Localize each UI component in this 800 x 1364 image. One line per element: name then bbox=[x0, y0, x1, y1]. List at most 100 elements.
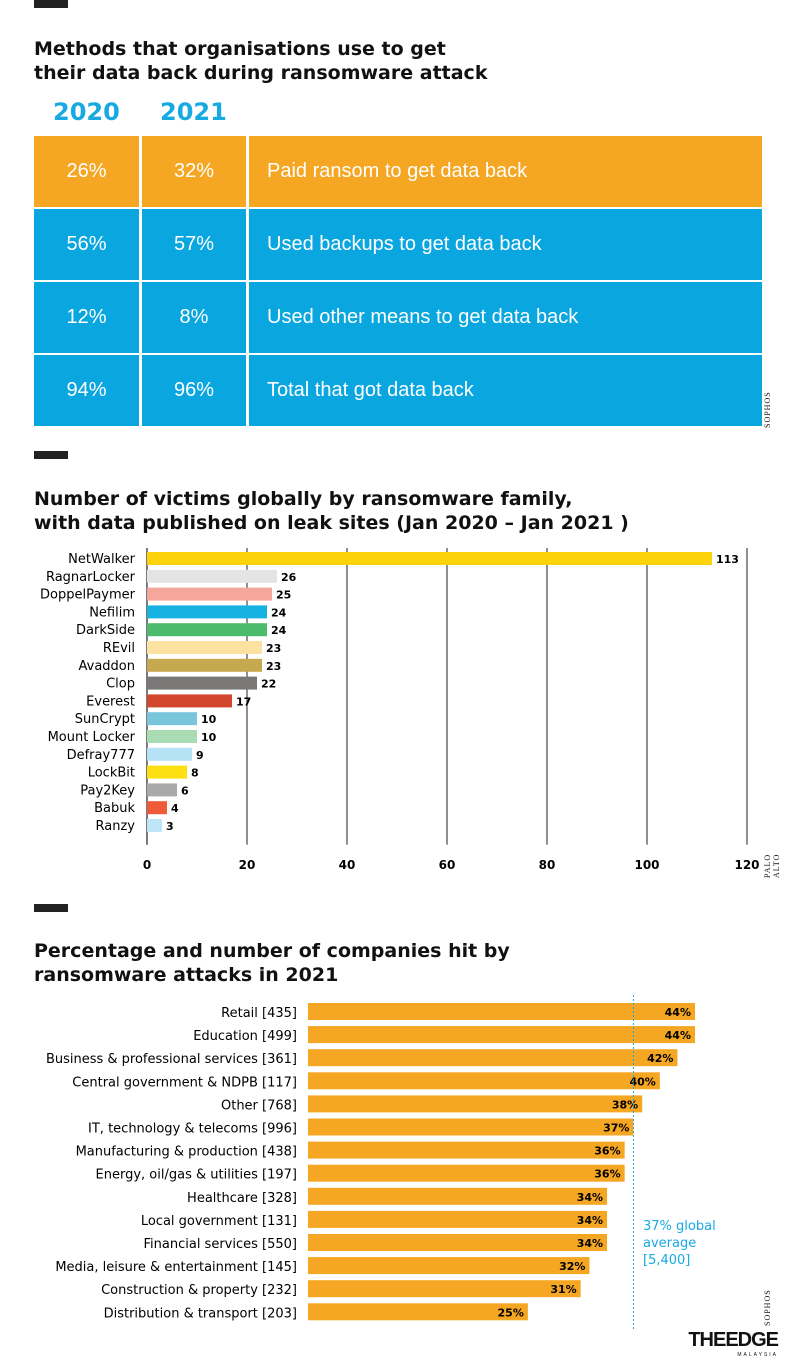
value-label: 25 bbox=[276, 589, 291, 602]
category-label: Babuk bbox=[94, 801, 135, 816]
category-label: Ranzy bbox=[96, 819, 136, 834]
title-line: Percentage and number of companies hit b… bbox=[34, 940, 510, 962]
avg-line: 37% global bbox=[643, 1219, 716, 1234]
bar bbox=[147, 747, 192, 761]
avg-line: average bbox=[643, 1236, 697, 1251]
value-label: 24 bbox=[271, 606, 287, 619]
category-label: REvil bbox=[103, 641, 135, 656]
category-label: RagnarLocker bbox=[46, 570, 136, 585]
value-label: 40% bbox=[629, 1075, 655, 1088]
value-label: 17 bbox=[236, 695, 251, 708]
category-label: Financial services [550] bbox=[144, 1237, 298, 1252]
title-line: Number of victims globally by ransomware… bbox=[34, 488, 573, 510]
bar bbox=[147, 552, 712, 565]
value-label: 4 bbox=[171, 802, 179, 815]
category-label: SunCrypt bbox=[75, 712, 135, 727]
ransomware-family-chart: 0 20 40 60 80 100 120 NetWalker 113 RagnarLocker 2… bbox=[40, 548, 760, 872]
value-label: 36% bbox=[594, 1145, 620, 1158]
value-2021: 96% bbox=[142, 355, 246, 426]
category-label: Distribution & transport [203] bbox=[104, 1306, 297, 1321]
title-line: ransomware attacks in 2021 bbox=[34, 964, 339, 986]
bar bbox=[308, 1210, 608, 1228]
category-label: Other [768] bbox=[221, 1098, 297, 1113]
value-label: 44% bbox=[665, 1029, 691, 1042]
the-edge-logo: THEEDGE MALAYSIA bbox=[688, 1329, 779, 1358]
value-label: 22 bbox=[261, 678, 276, 691]
value-label: 42% bbox=[647, 1052, 673, 1065]
value-2021: 57% bbox=[142, 209, 246, 280]
category-label: Construction & property [232] bbox=[101, 1283, 297, 1298]
method-label: Used backups to get data back bbox=[249, 209, 762, 280]
year-2021-header: 2021 bbox=[160, 98, 227, 126]
bar bbox=[308, 1141, 625, 1159]
bar bbox=[147, 569, 277, 583]
value-label: 31% bbox=[550, 1283, 576, 1296]
title-line: with data published on leak sites (Jan 2… bbox=[34, 512, 629, 534]
bar bbox=[308, 1303, 528, 1321]
value-2021: 32% bbox=[142, 136, 246, 207]
bar bbox=[147, 658, 262, 672]
value-label: 23 bbox=[266, 660, 281, 673]
bar bbox=[147, 623, 267, 637]
category-label: Energy, oil/gas & utilities [197] bbox=[96, 1168, 297, 1183]
value-2020: 26% bbox=[34, 136, 139, 207]
value-label: 26 bbox=[281, 571, 297, 584]
bar bbox=[147, 676, 257, 690]
bar bbox=[308, 1049, 678, 1067]
bar bbox=[147, 783, 177, 797]
value-label: 10 bbox=[201, 731, 217, 744]
category-label: Media, leisure & entertainment [145] bbox=[55, 1260, 297, 1275]
section-marker bbox=[34, 451, 68, 459]
value-2021: 8% bbox=[142, 282, 246, 353]
bar bbox=[147, 765, 187, 779]
section1-title: Methods that organisations use to get th… bbox=[34, 37, 487, 85]
category-label: Retail [435] bbox=[221, 1006, 297, 1021]
source-label: PALO ALTO bbox=[763, 853, 781, 878]
bar bbox=[308, 1026, 695, 1044]
value-label: 37% bbox=[603, 1122, 629, 1135]
section3-title: Percentage and number of companies hit b… bbox=[34, 939, 510, 987]
x-tick-label: 100 bbox=[634, 858, 659, 872]
method-label: Paid ransom to get data back bbox=[249, 136, 762, 207]
category-label: Nefilim bbox=[89, 605, 135, 620]
value-label: 34% bbox=[577, 1237, 603, 1250]
x-tick-label: 120 bbox=[734, 858, 759, 872]
sector-percentage-chart: Retail [435] 44% Education [499] 44% Busines… bbox=[46, 995, 695, 1330]
value-label: 44% bbox=[665, 1006, 691, 1019]
category-label: Central government & NDPB [117] bbox=[72, 1075, 297, 1090]
bar bbox=[308, 1118, 634, 1136]
value-label: 8 bbox=[191, 767, 199, 780]
category-label: Everest bbox=[86, 694, 135, 709]
section-marker bbox=[34, 904, 68, 912]
global-average-note: 37% global average [5,400] bbox=[643, 1218, 716, 1269]
bar bbox=[147, 587, 272, 601]
x-tick-label: 20 bbox=[239, 858, 256, 872]
x-tick-label: 40 bbox=[339, 858, 356, 872]
value-2020: 56% bbox=[34, 209, 139, 280]
bar bbox=[147, 694, 232, 708]
value-label: 23 bbox=[266, 642, 281, 655]
bar bbox=[308, 1095, 643, 1113]
category-label: DarkSide bbox=[76, 623, 135, 638]
bar bbox=[308, 1164, 625, 1182]
value-label: 6 bbox=[181, 784, 189, 797]
method-label: Total that got data back bbox=[249, 355, 762, 426]
category-label: Education [499] bbox=[193, 1029, 297, 1044]
logo-main: THEEDGE bbox=[688, 1329, 779, 1351]
value-label: 3 bbox=[166, 820, 174, 833]
bar bbox=[147, 801, 167, 815]
bar bbox=[147, 605, 267, 619]
x-tick-label: 80 bbox=[539, 858, 556, 872]
category-label: Mount Locker bbox=[48, 730, 136, 745]
x-tick-label: 60 bbox=[439, 858, 456, 872]
value-2020: 12% bbox=[34, 282, 139, 353]
bar bbox=[308, 1187, 608, 1205]
category-label: Manufacturing & production [438] bbox=[76, 1145, 297, 1160]
category-label: LockBit bbox=[88, 766, 135, 781]
year-2020-header: 2020 bbox=[53, 98, 120, 126]
value-label: 32% bbox=[559, 1260, 585, 1273]
value-label: 36% bbox=[594, 1168, 620, 1181]
category-label: Business & professional services [361] bbox=[46, 1052, 297, 1067]
value-label: 25% bbox=[498, 1306, 524, 1319]
value-label: 9 bbox=[196, 749, 204, 762]
